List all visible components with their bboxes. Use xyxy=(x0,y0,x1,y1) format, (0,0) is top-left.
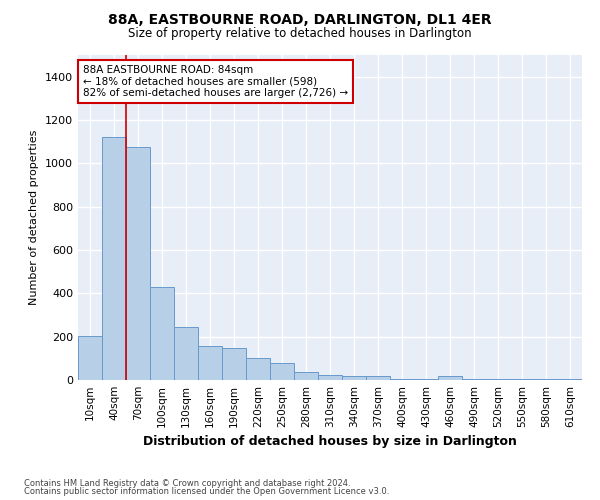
Bar xyxy=(534,379,558,380)
X-axis label: Distribution of detached houses by size in Darlington: Distribution of detached houses by size … xyxy=(143,435,517,448)
Bar xyxy=(486,379,510,380)
Bar xyxy=(414,379,438,380)
Bar xyxy=(462,379,486,380)
Bar xyxy=(150,287,174,380)
Text: 88A EASTBOURNE ROAD: 84sqm
← 18% of detached houses are smaller (598)
82% of sem: 88A EASTBOURNE ROAD: 84sqm ← 18% of deta… xyxy=(83,64,348,98)
Text: Size of property relative to detached houses in Darlington: Size of property relative to detached ho… xyxy=(128,28,472,40)
Y-axis label: Number of detached properties: Number of detached properties xyxy=(29,130,40,305)
Bar xyxy=(366,376,390,380)
Bar xyxy=(126,147,150,380)
Bar xyxy=(438,376,462,380)
Bar xyxy=(78,336,102,380)
Text: Contains HM Land Registry data © Crown copyright and database right 2024.: Contains HM Land Registry data © Crown c… xyxy=(24,478,350,488)
Bar xyxy=(222,348,246,380)
Bar xyxy=(102,138,126,380)
Text: Contains public sector information licensed under the Open Government Licence v3: Contains public sector information licen… xyxy=(24,487,389,496)
Bar xyxy=(174,327,198,380)
Bar xyxy=(198,346,222,380)
Bar xyxy=(558,379,582,380)
Bar xyxy=(342,376,366,380)
Bar xyxy=(246,358,270,380)
Bar xyxy=(294,372,318,380)
Text: 88A, EASTBOURNE ROAD, DARLINGTON, DL1 4ER: 88A, EASTBOURNE ROAD, DARLINGTON, DL1 4E… xyxy=(108,12,492,26)
Bar xyxy=(390,379,414,380)
Bar xyxy=(510,379,534,380)
Bar xyxy=(270,362,294,380)
Bar xyxy=(318,374,342,380)
